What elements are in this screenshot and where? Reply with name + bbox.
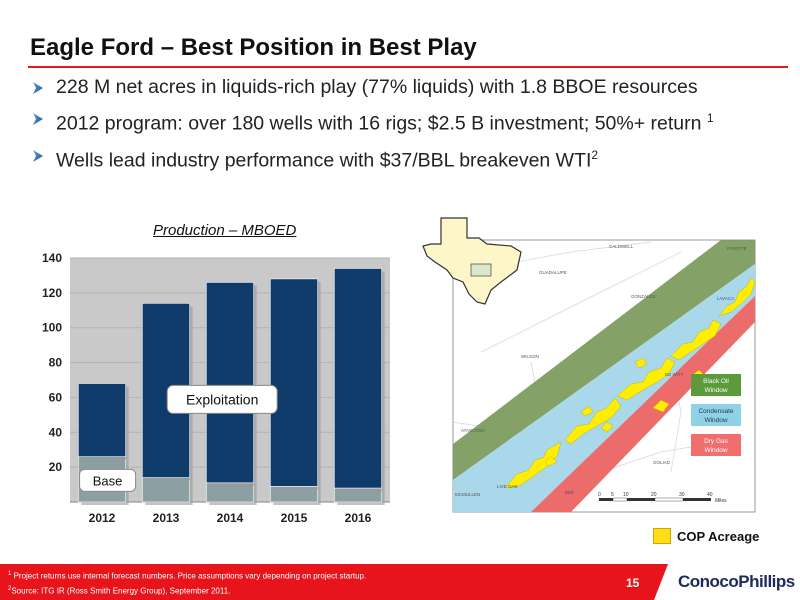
bar-exploitation — [78, 383, 126, 457]
x-tick-label: 2014 — [217, 511, 244, 525]
county-label: DE WITT — [665, 372, 684, 377]
dry-gas-legend — [691, 434, 741, 456]
county-label: LIVE OAK — [497, 484, 518, 489]
production-chart-svg: 20 40 60 80 100 120 140 2012 2013 2014 2015 2016 Exp… — [42, 251, 390, 525]
scale-tick: 10 — [623, 492, 629, 498]
bullet-item: 2012 program: over 180 wells with 16 rig… — [30, 107, 790, 135]
y-tick-label: 140 — [42, 251, 62, 265]
texas-outline — [422, 217, 522, 305]
scale-tick: 40 — [707, 492, 713, 498]
black-oil-legend — [691, 374, 741, 396]
county-label: CALDWELL — [609, 244, 634, 249]
dry-gas-region — [531, 296, 755, 512]
cop-acreage-swatch — [653, 528, 671, 544]
arrow-bullet-icon — [33, 149, 43, 162]
eagle-ford-map: CALDWELL GUADALUPE FAYETTE GONZALES LAVA… — [421, 212, 757, 514]
map-svg: CALDWELL GUADALUPE FAYETTE GONZALES LAVA… — [422, 217, 756, 513]
y-tick-label: 120 — [42, 286, 62, 300]
arrow-bullet-icon — [33, 113, 43, 125]
legend-label-dry-gas-2: Window — [704, 447, 727, 454]
x-tick-label: 2013 — [153, 511, 180, 525]
texas-inset — [422, 217, 522, 305]
bullet-item: Wells lead industry performance with $37… — [30, 144, 790, 171]
footnote: 1 Project returns use internal forecast … — [8, 568, 366, 583]
bar-base — [142, 477, 190, 503]
arrow-bullet-icon — [33, 82, 43, 94]
chart-title: Production – MBOED — [153, 222, 297, 239]
y-tick-label: 60 — [49, 390, 63, 404]
y-tick-label: 20 — [49, 460, 63, 474]
bullet-text: 228 M net acres in liquids-rich play (77… — [56, 76, 698, 98]
inset-locator — [470, 263, 492, 277]
cop-acreage-polygons — [504, 277, 755, 489]
base-callout-box — [79, 468, 137, 492]
exploitation-callout-box — [166, 384, 278, 414]
footnote: 2Source: ITG IR (Ross Smith Energy Group… — [8, 583, 366, 598]
x-tick-label: 2015 — [281, 511, 308, 525]
cop-acreage-label: COP Acreage — [677, 528, 760, 544]
slide-title: Eagle Ford – Best Position in Best Play — [30, 34, 477, 61]
window-legend: Black Oil Window Condensate Window Dry G… — [691, 374, 741, 456]
base-callout-label: Base — [93, 473, 123, 488]
scale-tick: 30 — [679, 492, 685, 498]
page-number: 15 — [626, 576, 640, 590]
footnote-ref: 1 — [706, 111, 714, 125]
footnote-marker: 2 — [8, 585, 12, 592]
footnotes: 1 Project returns use internal forecast … — [8, 568, 366, 597]
county-label: WILSON — [521, 354, 539, 359]
condensate-region — [453, 264, 755, 512]
production-chart: 20 40 60 80 100 120 140 2012 2013 2014 2015 2016 Exp… — [30, 250, 410, 540]
bar-exploitation — [270, 278, 318, 487]
county-label: GOLIAD — [653, 460, 671, 465]
bullet-text: Wells lead industry performance with $37… — [56, 149, 592, 171]
county-label: GONZALES — [631, 294, 656, 299]
county-label: MCMULLEN — [455, 492, 480, 497]
county-labels: CALDWELL GUADALUPE FAYETTE GONZALES LAVA… — [455, 244, 747, 497]
legend-label-black-oil-2: Window — [704, 387, 727, 394]
legend-label-condensate-2: Window — [704, 417, 727, 424]
scale-unit: Miles — [715, 498, 727, 504]
y-tick-label: 80 — [49, 356, 63, 370]
footnote-text: Source: ITG IR (Ross Smith Energy Group)… — [11, 586, 231, 596]
y-tick-label: 100 — [42, 321, 62, 335]
bullet-list: 228 M net acres in liquids-rich play (77… — [30, 76, 790, 180]
footnote-ref: 2 — [591, 147, 599, 162]
black-oil-region — [453, 240, 755, 480]
x-tick-label: 2012 — [89, 511, 116, 525]
bullet-item: 228 M net acres in liquids-rich play (77… — [30, 76, 790, 98]
bullet-text: 2012 program: over 180 wells with 16 rig… — [56, 112, 707, 135]
footer-bar: 1 Project returns use internal forecast … — [0, 564, 800, 600]
title-divider — [28, 66, 788, 68]
bar-exploitation — [334, 268, 382, 489]
logo-text: ConocoPhillips — [678, 572, 795, 591]
map-scale-bar: 0 5 10 20 30 40 Miles — [598, 492, 727, 504]
bar-exploitation — [206, 282, 254, 484]
footnote-marker: 1 — [8, 571, 12, 577]
cop-acreage-legend: COP Acreage — [653, 528, 759, 544]
legend-label-dry-gas-1: Dry Gas — [704, 438, 729, 445]
exploitation-callout-label: Exploitation — [186, 391, 258, 407]
x-tick-label: 2016 — [345, 511, 372, 525]
county-label: LAVACA — [717, 296, 734, 301]
company-logo: ConocoPhillips — [654, 564, 800, 600]
y-tick-label: 40 — [49, 425, 63, 439]
legend-label-black-oil-1: Black Oil — [703, 378, 729, 385]
county-label: ATASCOSA — [461, 428, 485, 433]
county-label: FAYETTE — [727, 246, 747, 251]
county-label: BEE — [565, 490, 574, 495]
legend-label-condensate-1: Condensate — [698, 408, 733, 415]
scale-tick: 5 — [611, 492, 614, 498]
scale-tick: 20 — [651, 492, 657, 498]
county-label: GUADALUPE — [539, 270, 567, 275]
scale-tick: 0 — [598, 492, 601, 498]
condensate-legend — [691, 404, 741, 426]
footnote-text: Project returns use internal forecast nu… — [13, 571, 367, 581]
